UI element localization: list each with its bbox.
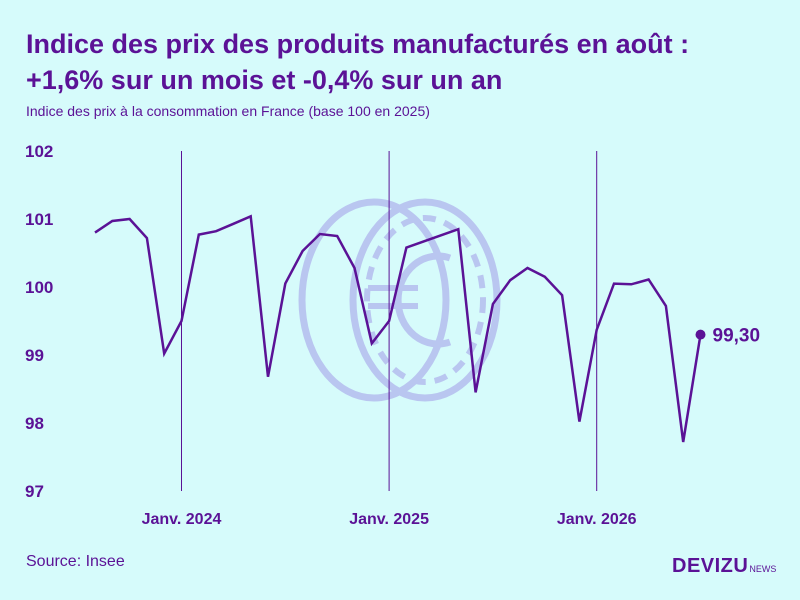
euro-coin-icon — [298, 198, 501, 402]
x-tick-label: Janv. 2024 — [142, 511, 222, 528]
y-tick-label: 97 — [25, 482, 44, 501]
y-tick-label: 100 — [25, 278, 53, 297]
x-axis: Janv. 2024 Janv. 2025 Janv. 2026 — [142, 511, 637, 528]
brand-suffix: NEWS — [749, 564, 777, 574]
y-tick-label: 101 — [25, 210, 53, 229]
x-tick-label: Janv. 2025 — [349, 511, 429, 528]
y-tick-label: 102 — [25, 142, 53, 161]
brand-logo: DEVIZUNEWS — [672, 555, 776, 578]
y-tick-label: 98 — [25, 414, 44, 433]
last-point-marker — [695, 329, 706, 340]
y-tick-label: 99 — [25, 346, 44, 365]
chart-subtitle: Indice des prix à la consommation en Fra… — [26, 103, 430, 119]
title-line-1: Indice des prix des produits manufacturé… — [26, 29, 690, 59]
series-line — [94, 214, 702, 443]
x-tick-label: Janv. 2026 — [557, 511, 637, 528]
y-axis: 97 98 99 100 101 102 — [25, 142, 53, 501]
source-note: Source: Insee — [26, 553, 125, 570]
series: 99,30 — [94, 214, 761, 443]
title-line-2: +1,6% sur un mois et -0,4% sur un an — [26, 65, 503, 95]
chart-title: Indice des prix des produits manufacturé… — [26, 26, 786, 98]
brand-name: DEVIZU — [672, 555, 749, 577]
last-value-label: 99,30 — [713, 326, 761, 347]
